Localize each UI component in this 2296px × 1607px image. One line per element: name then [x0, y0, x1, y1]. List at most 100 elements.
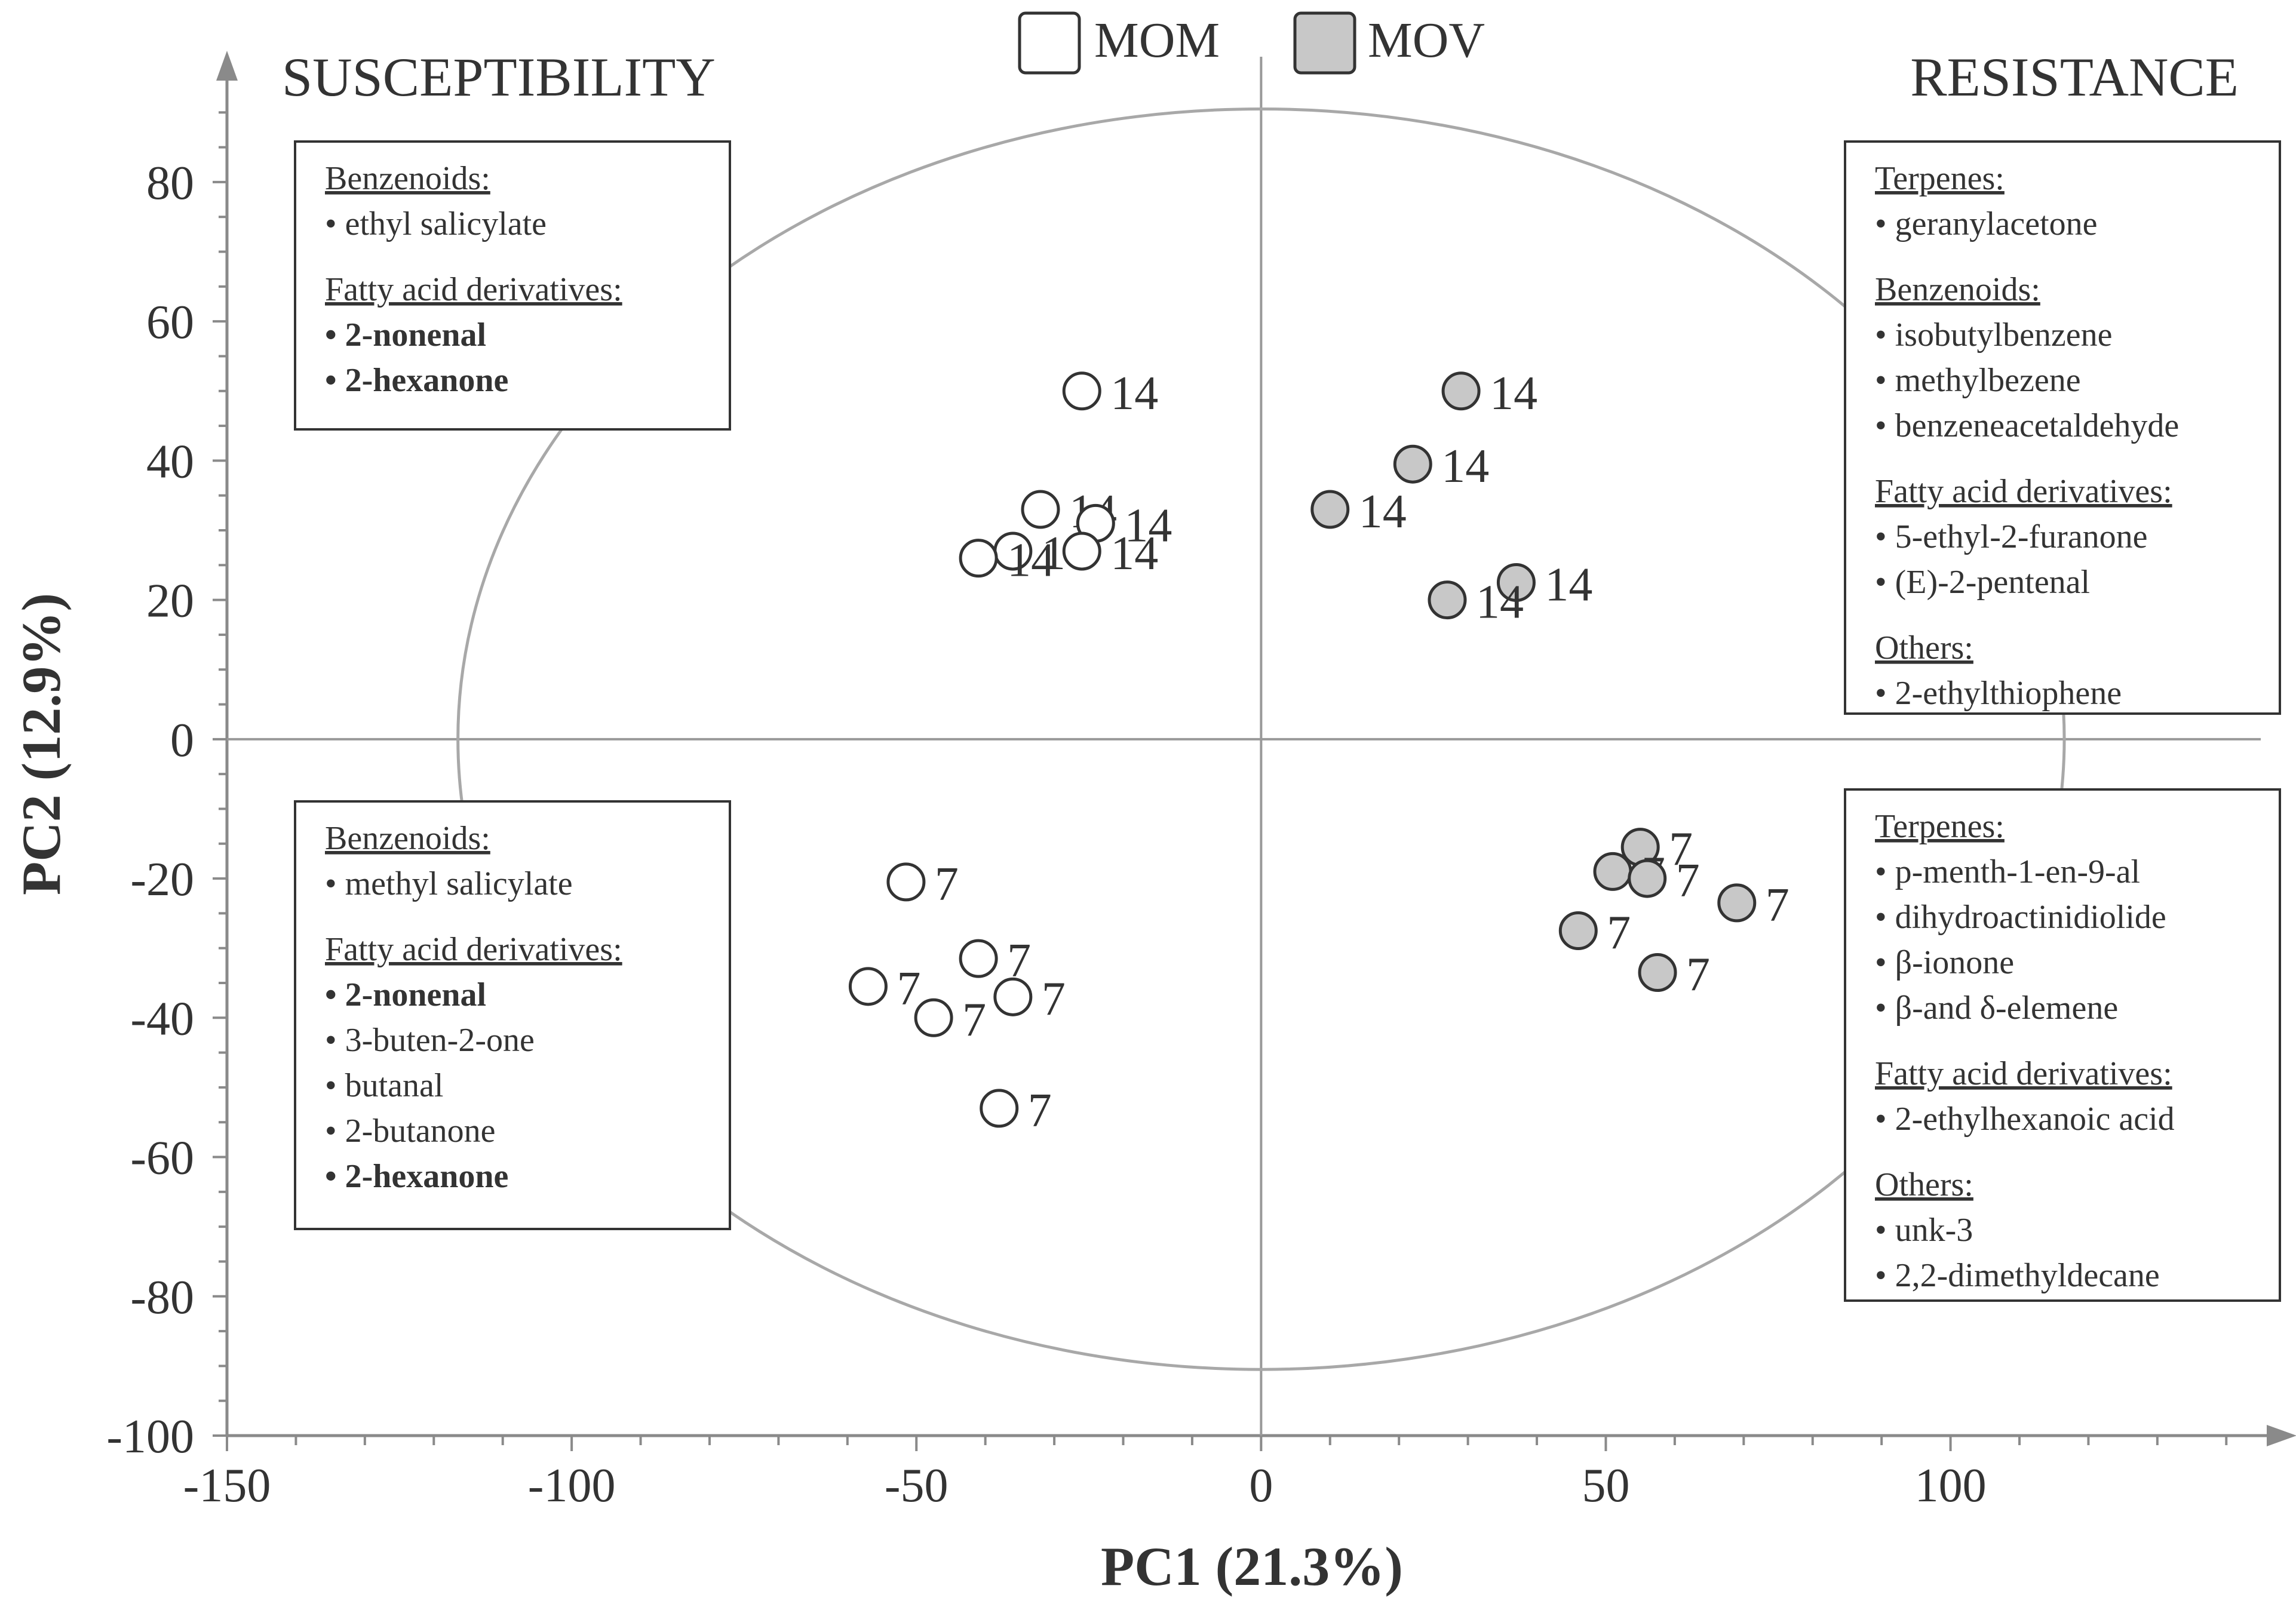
axes: -150 -100 -50 0 50 100-100-80-60-40-200204060… — [106, 51, 2296, 1512]
point-label: 7 — [897, 963, 920, 1015]
y-tick-label: -80 — [130, 1271, 194, 1324]
info-box-item: • 2-nonenal — [325, 976, 486, 1013]
legend: MOM MOV — [1018, 11, 1485, 75]
point-mov — [1717, 883, 1757, 923]
y-tick-label: 20 — [146, 575, 194, 628]
point-mom — [993, 977, 1033, 1016]
info-box-heading: Others: — [1875, 629, 1973, 666]
info-box-item: • 2-hexanone — [325, 362, 508, 399]
point-label: 14 — [1007, 534, 1055, 587]
info-box-item: • methylbezene — [1875, 362, 2081, 399]
y-axis-title: PC2 (12.9%) — [11, 593, 72, 895]
point-mov — [1593, 852, 1632, 891]
x-tick-label: -150 — [183, 1459, 271, 1512]
info-box-heading: Fatty acid derivatives: — [325, 271, 622, 308]
point-label: 14 — [1545, 558, 1592, 611]
y-axis-arrow — [216, 51, 238, 81]
point-label: 7 — [1042, 973, 1066, 1025]
y-tick-label: 60 — [146, 296, 194, 349]
y-tick-label: -100 — [106, 1411, 194, 1463]
point-mov — [1628, 859, 1667, 898]
info-box-heading: Fatty acid derivatives: — [1875, 1055, 2172, 1092]
point-label: 7 — [1766, 879, 1789, 932]
info-box-item: • β-ionone — [1875, 944, 2014, 981]
info-box-item: • 2-ethylthiophene — [1875, 675, 2122, 712]
x-tick-label: 0 — [1249, 1459, 1273, 1512]
point-mom — [848, 967, 888, 1006]
info-box-heading: Fatty acid derivatives: — [325, 931, 622, 968]
point-label: 7 — [1686, 949, 1710, 1001]
point-label: 14 — [1476, 576, 1524, 629]
y-tick-label: 40 — [146, 435, 194, 488]
info-box-item: • 2-ethylhexanoic acid — [1875, 1101, 2175, 1138]
point-mov — [1441, 371, 1481, 411]
confidence-ellipse-layer — [456, 107, 2066, 1371]
info-box-frame — [1844, 788, 2281, 1302]
info-box-item: • 3-buten-2-one — [325, 1022, 535, 1059]
info-box-item: • unk-3 — [1875, 1212, 1973, 1249]
y-tick-label: -20 — [130, 853, 194, 906]
point-label: 14 — [1441, 440, 1489, 493]
x-axis-arrow — [2267, 1425, 2296, 1446]
region-label-resistance: RESISTANCE — [1910, 47, 2239, 107]
confidence-ellipse — [456, 107, 2066, 1371]
point-mom — [886, 862, 926, 902]
y-tick-label: -40 — [130, 993, 194, 1045]
point-mom — [1062, 371, 1101, 411]
point-label: 14 — [1110, 367, 1158, 420]
point-mov — [1496, 563, 1536, 602]
info-box-heading: Fatty acid derivatives: — [1875, 473, 2172, 510]
info-box-frame — [1844, 140, 2281, 715]
point-mov — [1558, 911, 1598, 951]
info-box-frame — [294, 140, 731, 431]
point-mom — [959, 939, 998, 978]
info-box-item: • methyl salicylate — [325, 865, 573, 902]
x-axis-title: PC1 (21.3%) — [1101, 1536, 1403, 1597]
point-label: 7 — [962, 994, 986, 1046]
info-box-item: • ethyl salicylate — [325, 205, 547, 242]
info-box-item: • dihydroactinidiolide — [1875, 899, 2166, 936]
point-label: 7 — [1676, 855, 1700, 907]
point-mom — [1062, 531, 1101, 571]
info-box-heading: Others: — [1875, 1166, 1973, 1203]
info-box-item: • 2,2-dimethyldecane — [1875, 1257, 2160, 1294]
info-box-item: • p-menth-1-en-9-al — [1875, 853, 2140, 890]
legend-swatch-mov — [1293, 11, 1356, 75]
point-label: 14 — [1359, 486, 1407, 538]
info-box-item: • 2-hexanone — [325, 1158, 508, 1195]
x-tick-label: -100 — [528, 1459, 616, 1512]
info-boxes: Benzenoids: • ethyl salicylate Fatty acid … — [294, 140, 2281, 1302]
point-mom — [1021, 490, 1060, 529]
x-tick-label: -50 — [885, 1459, 949, 1512]
point-label: 7 — [1607, 907, 1631, 960]
info-box-item: • geranylacetone — [1875, 205, 2098, 242]
x-tick-label: 50 — [1582, 1459, 1629, 1512]
info-box-bottom-left: Benzenoids: • methyl salicylate Fatty acid… — [294, 800, 731, 1230]
point-mom — [980, 1089, 1019, 1128]
y-tick-label: 0 — [170, 714, 194, 767]
info-box-heading: Benzenoids: — [1875, 271, 2040, 308]
info-box-item: • β-and δ-elemene — [1875, 990, 2118, 1027]
point-label: 14 — [1124, 499, 1172, 552]
info-box-item: • benzeneacetaldehyde — [1875, 407, 2179, 444]
point-mom — [959, 539, 998, 578]
region-label-susceptibility: SUSCEPTIBILITY — [282, 47, 716, 107]
point-label: 14 — [1490, 367, 1537, 420]
point-mov — [1393, 444, 1432, 484]
y-tick-label: -60 — [130, 1132, 194, 1185]
point-mov — [1310, 490, 1350, 529]
info-box-heading: Benzenoids: — [325, 160, 490, 197]
data-points: 1414141414147777771414141414777777 — [848, 367, 1789, 1137]
info-box-item: • 2-butanone — [325, 1113, 496, 1150]
info-box-heading: Terpenes: — [1875, 160, 2005, 197]
info-box-item: • (E)-2-pentenal — [1875, 564, 2090, 601]
info-box-item: • 2-nonenal — [325, 317, 486, 354]
point-label: 7 — [1028, 1084, 1052, 1137]
legend-label-mov: MOV — [1368, 13, 1485, 68]
point-mom — [914, 998, 953, 1037]
info-box-top-right: Terpenes: • geranylacetone Benzenoids: • is… — [1844, 140, 2281, 715]
legend-swatch-mom — [1018, 11, 1081, 75]
info-box-bottom-right: Terpenes: • p-menth-1-en-9-al • dihydroact… — [1844, 788, 2281, 1302]
info-box-item: • isobutylbenzene — [1875, 317, 2113, 354]
info-box-heading: Terpenes: — [1875, 808, 2005, 845]
